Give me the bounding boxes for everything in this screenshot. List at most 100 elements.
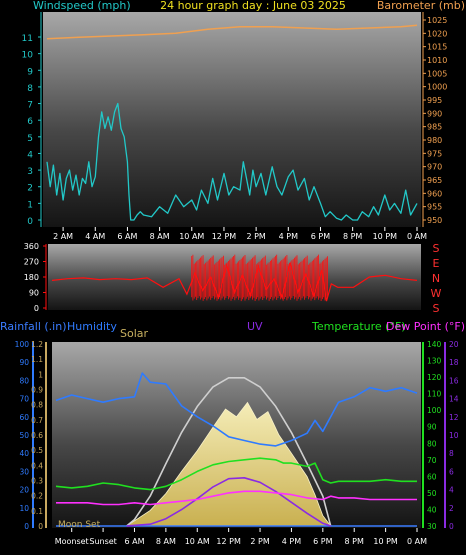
rain-tick-label: 0.3 (31, 477, 43, 486)
wind-tick-label: 9 (27, 67, 33, 77)
humidity-tick-label: 30 (19, 467, 29, 476)
barometer-tick-label: 980 (427, 136, 442, 145)
uv-series-line (126, 476, 331, 527)
barometer-tick-label: 1010 (427, 56, 447, 65)
uv-legend: UV (247, 320, 263, 333)
moon-set-label: Moon Set (58, 520, 101, 530)
temperature-tick-label: 40 (427, 505, 437, 514)
uv-tick-label: 10 (449, 431, 459, 440)
humidity-tick-label: 70 (19, 395, 29, 404)
temperature-tick-label: 100 (427, 406, 442, 415)
rain-tick-label: 1 (38, 370, 43, 379)
humidity-tick-label: 40 (19, 449, 29, 458)
barometer-tick-label: 985 (427, 123, 442, 132)
rain-tick-label: 0.8 (31, 401, 43, 410)
bottom-time-tick-label: 8 AM (156, 537, 176, 546)
temperature-series-line (55, 457, 417, 491)
wind-tick-label: 2 (27, 184, 33, 194)
time-tick-label: 10 PM (373, 232, 398, 241)
time-tick-label: 4 AM (85, 232, 105, 241)
wind-tick-label: 8 (27, 84, 33, 94)
direction-tick-label: 0 (34, 304, 39, 313)
rain-tick-label: 0.1 (31, 507, 43, 516)
wind-tick-label: 1 (27, 200, 33, 210)
rain-tick-label: 0.5 (31, 446, 43, 455)
barometer-tick-label: 960 (427, 189, 442, 198)
time-tick-label: 2 AM (53, 232, 73, 241)
bottom-time-tick-label: 6 PM (313, 537, 332, 546)
theoretical-solar-series-line (126, 376, 332, 527)
barometer-tick-label: 1000 (427, 83, 447, 92)
time-tick-label: 8 AM (150, 232, 170, 241)
humidity-tick-label: 90 (19, 358, 29, 367)
uv-tick-label: 0 (449, 522, 454, 531)
cardinal-label: S (433, 302, 440, 315)
barometer-axis-title: Barometer (mb) (377, 0, 465, 12)
rain-tick-label: 1.2 (31, 340, 43, 349)
solar-legend: Solar (120, 327, 149, 340)
wind-tick-label: 3 (27, 167, 33, 177)
temperature-tick-label: 60 (427, 472, 437, 481)
windspeed-axis-title: Windspeed (mph) (33, 0, 131, 12)
barometer-tick-label: 970 (427, 163, 442, 172)
humidity-tick-label: 80 (19, 376, 29, 385)
uv-tick-label: 16 (449, 376, 459, 385)
bottom-time-tick-label: 6 AM (124, 537, 144, 546)
cardinal-label: W (431, 287, 442, 300)
time-tick-label: 6 AM (117, 232, 137, 241)
temperature-tick-label: 140 (427, 340, 442, 349)
bottom-time-tick-label: 10 PM (373, 537, 398, 546)
rain-tick-label: 0.7 (31, 416, 43, 425)
uv-tick-label: 4 (449, 486, 454, 495)
barometer-tick-label: 990 (427, 109, 442, 118)
wind-tick-label: 11 (22, 34, 33, 44)
barometer-series-line (46, 24, 418, 40)
temperature-tick-label: 80 (427, 439, 437, 448)
rain-tick-label: 0.9 (31, 386, 43, 395)
time-tick-label: 10 AM (179, 232, 204, 241)
temperature-tick-label: 110 (427, 390, 442, 399)
temperature-tick-label: 50 (427, 489, 437, 498)
barometer-tick-label: 1020 (427, 29, 447, 38)
barometer-tick-label: 950 (427, 216, 442, 225)
bottom-time-tick-label: 10 AM (185, 537, 210, 546)
wind-plot-background (43, 12, 421, 227)
bottom-time-tick-label: Moonset (55, 537, 89, 546)
temperature-legend: Temperature (°F) (311, 320, 406, 333)
wind-tick-label: 6 (27, 117, 33, 127)
chart-title: 24 hour graph day : June 03 2025 (160, 0, 346, 12)
uv-tick-label: 2 (449, 504, 454, 513)
barometer-tick-label: 1015 (427, 43, 447, 52)
temperature-tick-label: 70 (427, 456, 437, 465)
cardinal-label: N (432, 272, 440, 285)
wind-tick-label: 4 (27, 150, 33, 160)
humidity-tick-label: 100 (15, 340, 30, 349)
temperature-tick-label: 30 (427, 522, 437, 531)
temperature-tick-label: 130 (427, 357, 442, 366)
windspeed-series-line (46, 102, 418, 221)
wind-tick-label: 0 (27, 217, 33, 227)
humidity-tick-label: 10 (19, 504, 29, 513)
barometer-tick-label: 965 (427, 176, 442, 185)
rain-tick-label: 0.4 (31, 461, 43, 470)
wind-tick-label: 10 (22, 51, 34, 61)
humidity-series-line (55, 372, 418, 447)
bottom-time-tick-label: 12 PM (216, 537, 241, 546)
uv-tick-label: 18 (449, 358, 459, 367)
direction-tick-label: 90 (29, 289, 39, 298)
time-tick-label: 12 PM (212, 232, 237, 241)
rain-tick-label: 0.6 (31, 431, 43, 440)
rain-tick-label: 0 (38, 522, 43, 531)
dewpoint-legend: Dew Point (°F) (386, 320, 465, 333)
humidity-tick-label: 60 (19, 413, 29, 422)
rainfall-legend: Rainfall (.in) (0, 320, 67, 333)
temperature-tick-label: 90 (427, 423, 437, 432)
barometer-tick-label: 955 (427, 203, 442, 212)
rain-tick-label: 1.1 (31, 355, 43, 364)
direction-tick-label: 180 (24, 273, 39, 282)
time-tick-label: 6 PM (311, 232, 330, 241)
rain-tick-label: 0.2 (31, 492, 43, 501)
humidity-tick-label: 20 (19, 486, 29, 495)
barometer-tick-label: 975 (427, 149, 442, 158)
